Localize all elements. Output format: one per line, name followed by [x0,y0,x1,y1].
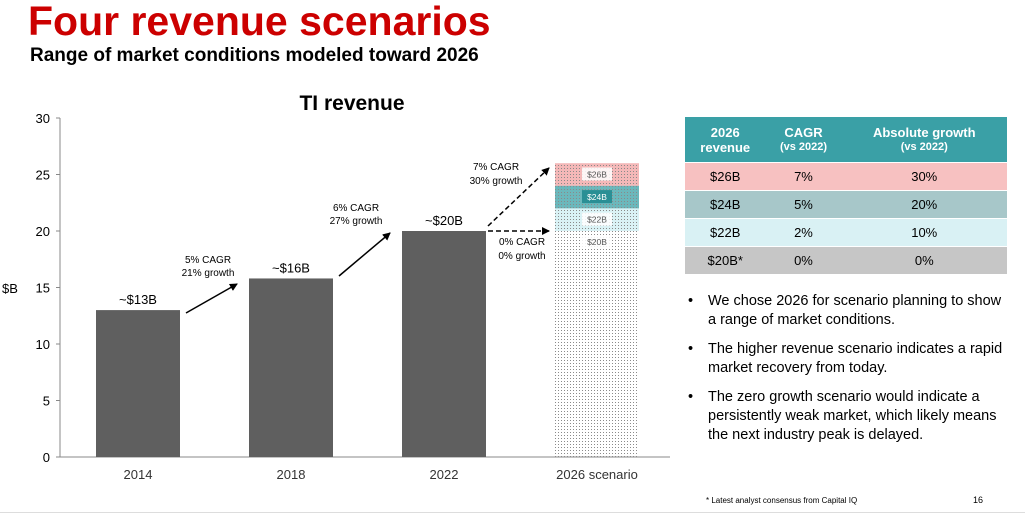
table-cell: 7% [765,162,842,191]
table-header-cell: CAGR (vs 2022) [765,116,842,163]
y-tick-label: 0 [43,450,50,465]
scenario-label-box [582,235,612,248]
table-cell: 30% [841,162,1007,191]
bar-value-label: ~$20B [425,213,463,228]
table-cell: $20B* [685,246,766,274]
table-cell: 2% [765,218,842,247]
bar [402,231,486,457]
growth-annotation-line: 21% growth [182,268,235,279]
scenario-table: 2026 revenue CAGR (vs 2022) Absolute growt… [685,116,1007,274]
bar-value-label: ~$13B [119,292,157,307]
bottom-divider [0,512,1025,513]
x-tick-label: 2026 scenario [556,467,638,482]
y-tick-label: 15 [36,281,50,296]
growth-annotation-line: 5% CAGR [185,255,231,266]
table-cell: 0% [765,246,842,274]
bullet-item: The higher revenue scenario indicates a … [688,340,1008,378]
page-subtitle: Range of market conditions modeled towar… [30,45,479,66]
y-tick-label: 5 [43,394,50,409]
y-axis-label: $B [2,281,18,296]
table-cell: 20% [841,190,1007,219]
growth-arrow [338,232,391,277]
growth-annotation-line: 0% growth [498,251,545,262]
table-cell: $24B [685,190,766,219]
bar [249,278,333,457]
revenue-chart: TI revenue $B 0 5 10 15 20 25 30 2014 2018 2022 20… [2,92,670,482]
scenario-label-box [582,167,612,181]
table-row: $22B 2% 10% [685,218,1007,247]
scenario-label: $24B [587,192,607,202]
table-header-row: 2026 revenue CAGR (vs 2022) Absolute growt… [685,116,1007,163]
page-title: Four revenue scenarios [28,0,491,44]
bullet-item: We chose 2026 for scenario planning to s… [688,292,1008,330]
table-cell: 10% [841,218,1007,247]
table-row: $26B 7% 30% [685,162,1007,191]
scenario-label-box [582,212,612,226]
table-cell: $22B [685,218,766,247]
chart-title: TI revenue [299,92,404,115]
table-header-cell: Absolute growth (vs 2022) [841,116,1007,163]
y-tick-label: 10 [36,337,50,352]
growth-annotation-line: 7% CAGR [473,162,519,173]
growth-annotation-line: 30% growth [470,176,523,187]
x-tick-label: 2014 [124,467,153,482]
scenario-label-box [582,190,612,204]
scenario-label: $22B [587,215,607,225]
scenario-label: $20B [587,237,607,247]
bar [96,310,180,457]
page-number: 16 [973,495,984,505]
y-tick-label: 20 [36,224,50,239]
growth-annotation-line: 27% growth [330,216,383,227]
x-tick-label: 2018 [277,467,306,482]
scenario-label: $26B [587,170,607,180]
bullet-list: We chose 2026 for scenario planning to s… [688,292,1008,455]
scenario-arrow [487,167,550,227]
y-tick-label: 25 [36,168,50,183]
growth-annotation-line: 6% CAGR [333,203,379,214]
table-cell: 0% [841,246,1007,274]
table-cell: $26B [685,162,766,191]
x-tick-label: 2022 [430,467,459,482]
bullet-item: The zero growth scenario would indicate … [688,388,1008,445]
table-row: $24B 5% 20% [685,190,1007,219]
growth-annotation-line: 0% CAGR [499,237,545,248]
table-row: $20B* 0% 0% [685,246,1007,274]
table-cell: 5% [765,190,842,219]
bar-value-label: ~$16B [272,260,310,275]
growth-arrow [185,283,238,314]
y-tick-label: 30 [36,111,50,126]
footnote: * Latest analyst consensus from Capital … [706,496,858,505]
table-header-cell: 2026 revenue [685,116,766,163]
